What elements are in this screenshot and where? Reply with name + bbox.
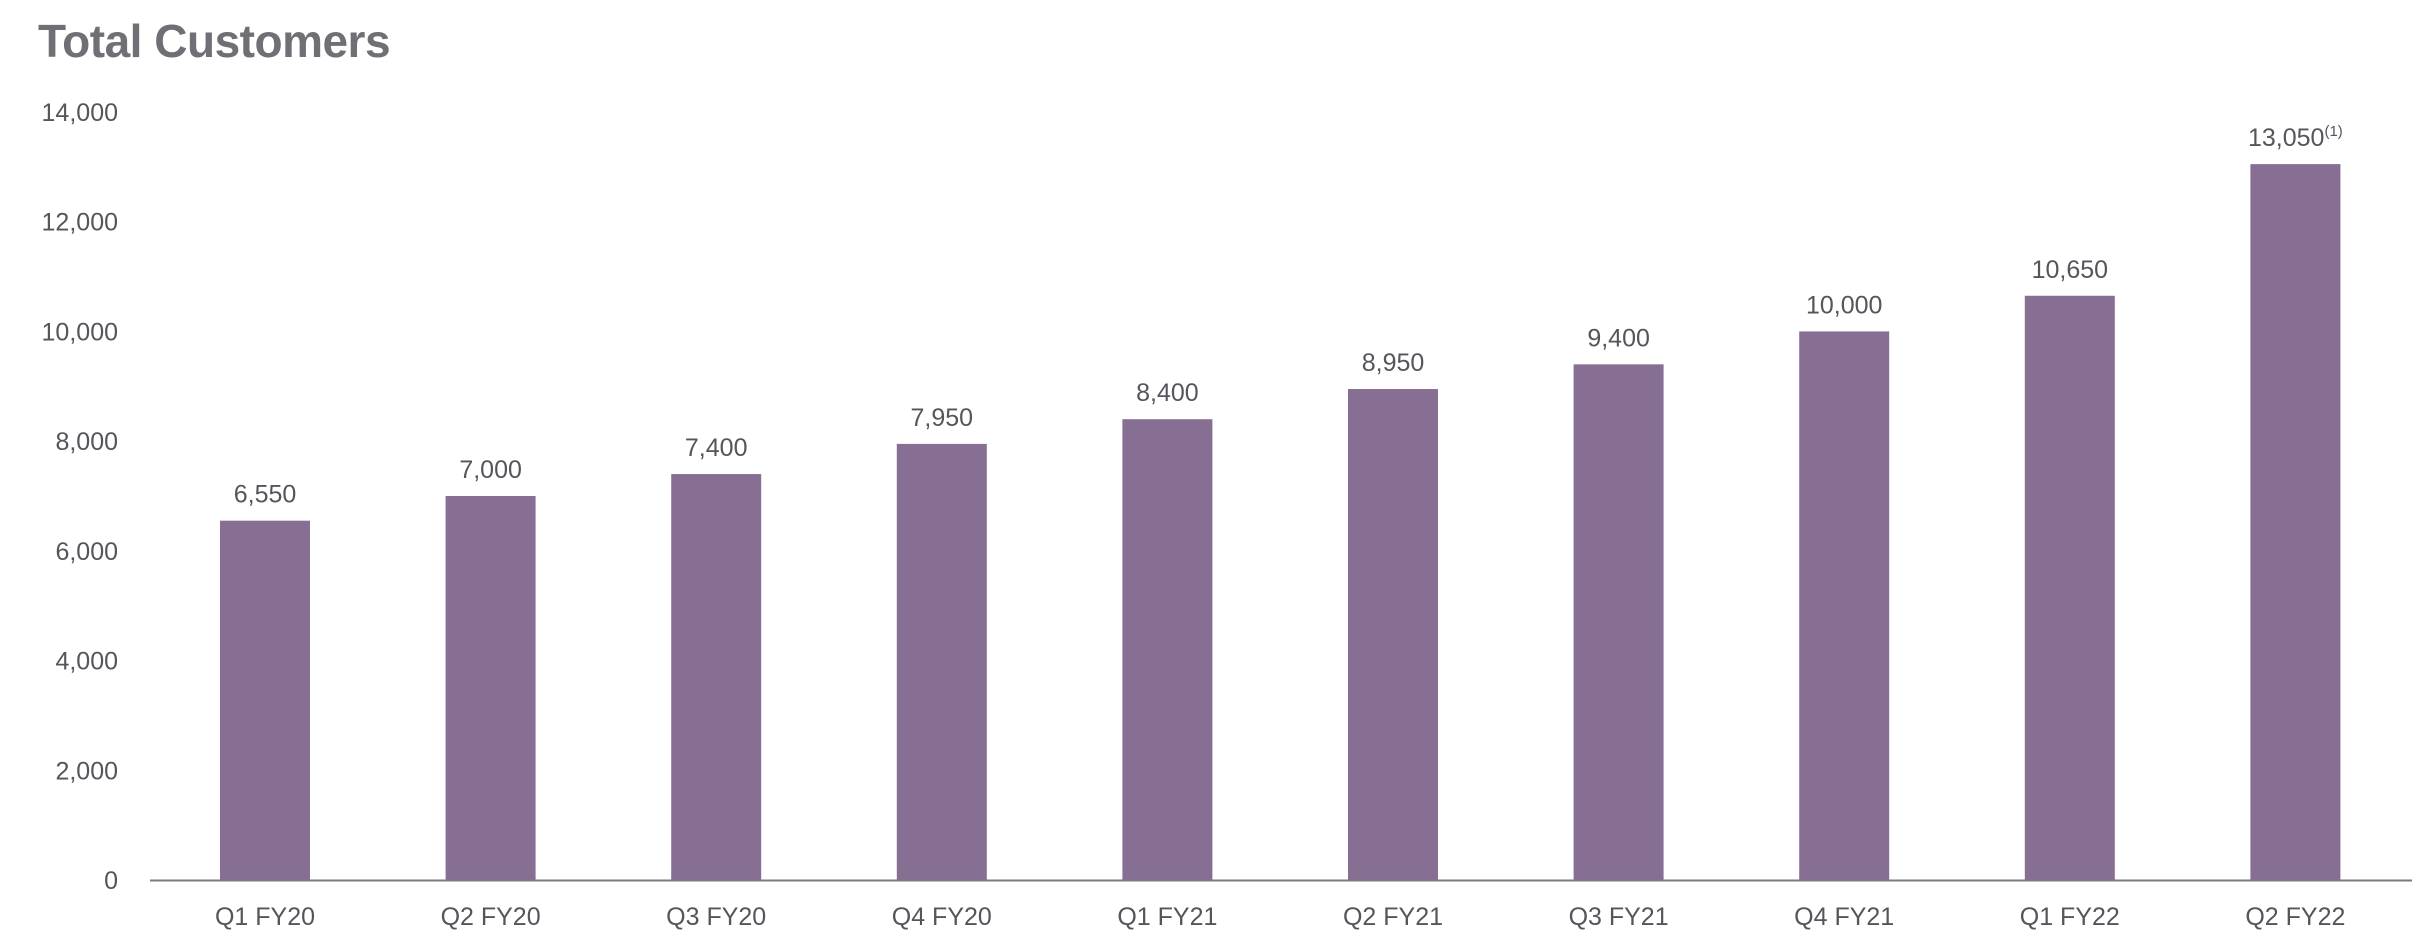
bar bbox=[1348, 389, 1438, 880]
data-label-value: 7,000 bbox=[459, 456, 522, 484]
data-label: 10,650 bbox=[2032, 256, 2108, 284]
data-label-value: 8,950 bbox=[1362, 349, 1425, 377]
data-label: 10,000 bbox=[1806, 291, 1882, 319]
y-tick-label: 6,000 bbox=[55, 538, 118, 566]
y-tick-label: 4,000 bbox=[55, 648, 118, 676]
bar-series bbox=[220, 164, 2341, 881]
x-tick-label: Q4 FY21 bbox=[1794, 903, 1894, 931]
bar bbox=[2024, 295, 2115, 880]
x-tick-label: Q4 FY20 bbox=[892, 903, 992, 931]
bar bbox=[445, 496, 536, 880]
data-label-value: 7,950 bbox=[911, 404, 974, 432]
y-tick-label: 10,000 bbox=[42, 318, 118, 346]
y-tick-label: 8,000 bbox=[55, 428, 118, 456]
data-label: 6,550 bbox=[234, 481, 297, 509]
y-tick-label: 2,000 bbox=[55, 757, 118, 785]
data-label: 9,400 bbox=[1587, 324, 1650, 352]
data-label-value: 7,400 bbox=[685, 434, 748, 462]
data-label: 7,400 bbox=[685, 434, 748, 462]
data-label: 13,050(1) bbox=[2248, 123, 2343, 152]
x-tick-label: Q2 FY20 bbox=[441, 903, 541, 931]
y-tick-label: 14,000 bbox=[42, 99, 118, 127]
x-tick-label: Q1 FY20 bbox=[215, 903, 315, 931]
data-label: 7,000 bbox=[459, 456, 522, 484]
bar bbox=[220, 520, 310, 880]
x-tick-label: Q3 FY20 bbox=[666, 903, 766, 931]
data-label-value: 9,400 bbox=[1587, 324, 1650, 352]
x-tick-label: Q2 FY21 bbox=[1343, 903, 1443, 931]
y-tick-label: 0 bbox=[104, 867, 118, 895]
x-axis: Q1 FY20 Q2 FY20 Q3 FY20 Q4 FY20 Q1 FY21 Q2 FY… bbox=[215, 903, 2345, 931]
data-label: 7,950 bbox=[911, 404, 974, 432]
x-tick-label: Q1 FY21 bbox=[1117, 903, 1217, 931]
data-labels: 6,550 7,000 7,400 7,950 8,400 8,950 9,400 10,00… bbox=[234, 123, 2343, 509]
footnote-marker: (1) bbox=[2324, 123, 2342, 140]
data-label-value: 13,050 bbox=[2248, 124, 2324, 152]
data-label-value: 6,550 bbox=[234, 481, 297, 509]
x-tick-label: Q2 FY22 bbox=[2245, 903, 2345, 931]
y-tick-label: 12,000 bbox=[42, 209, 118, 237]
bar bbox=[1573, 364, 1664, 880]
data-label-value: 8,400 bbox=[1136, 379, 1199, 407]
bar bbox=[896, 443, 987, 880]
bar bbox=[2250, 164, 2341, 881]
data-label: 8,950 bbox=[1362, 349, 1425, 377]
data-label-value: 10,000 bbox=[1806, 291, 1882, 319]
data-label-value: 10,650 bbox=[2032, 256, 2108, 284]
bar bbox=[1799, 331, 1890, 880]
data-label: 8,400 bbox=[1136, 379, 1199, 407]
chart-title: Total Customers bbox=[38, 15, 391, 67]
y-axis: 0 2,000 4,000 6,000 8,000 10,000 12,000 14,000 bbox=[42, 99, 118, 895]
x-tick-label: Q1 FY22 bbox=[2020, 903, 2120, 931]
x-tick-label: Q3 FY21 bbox=[1569, 903, 1669, 931]
bar bbox=[671, 474, 762, 880]
bar bbox=[1122, 419, 1213, 880]
